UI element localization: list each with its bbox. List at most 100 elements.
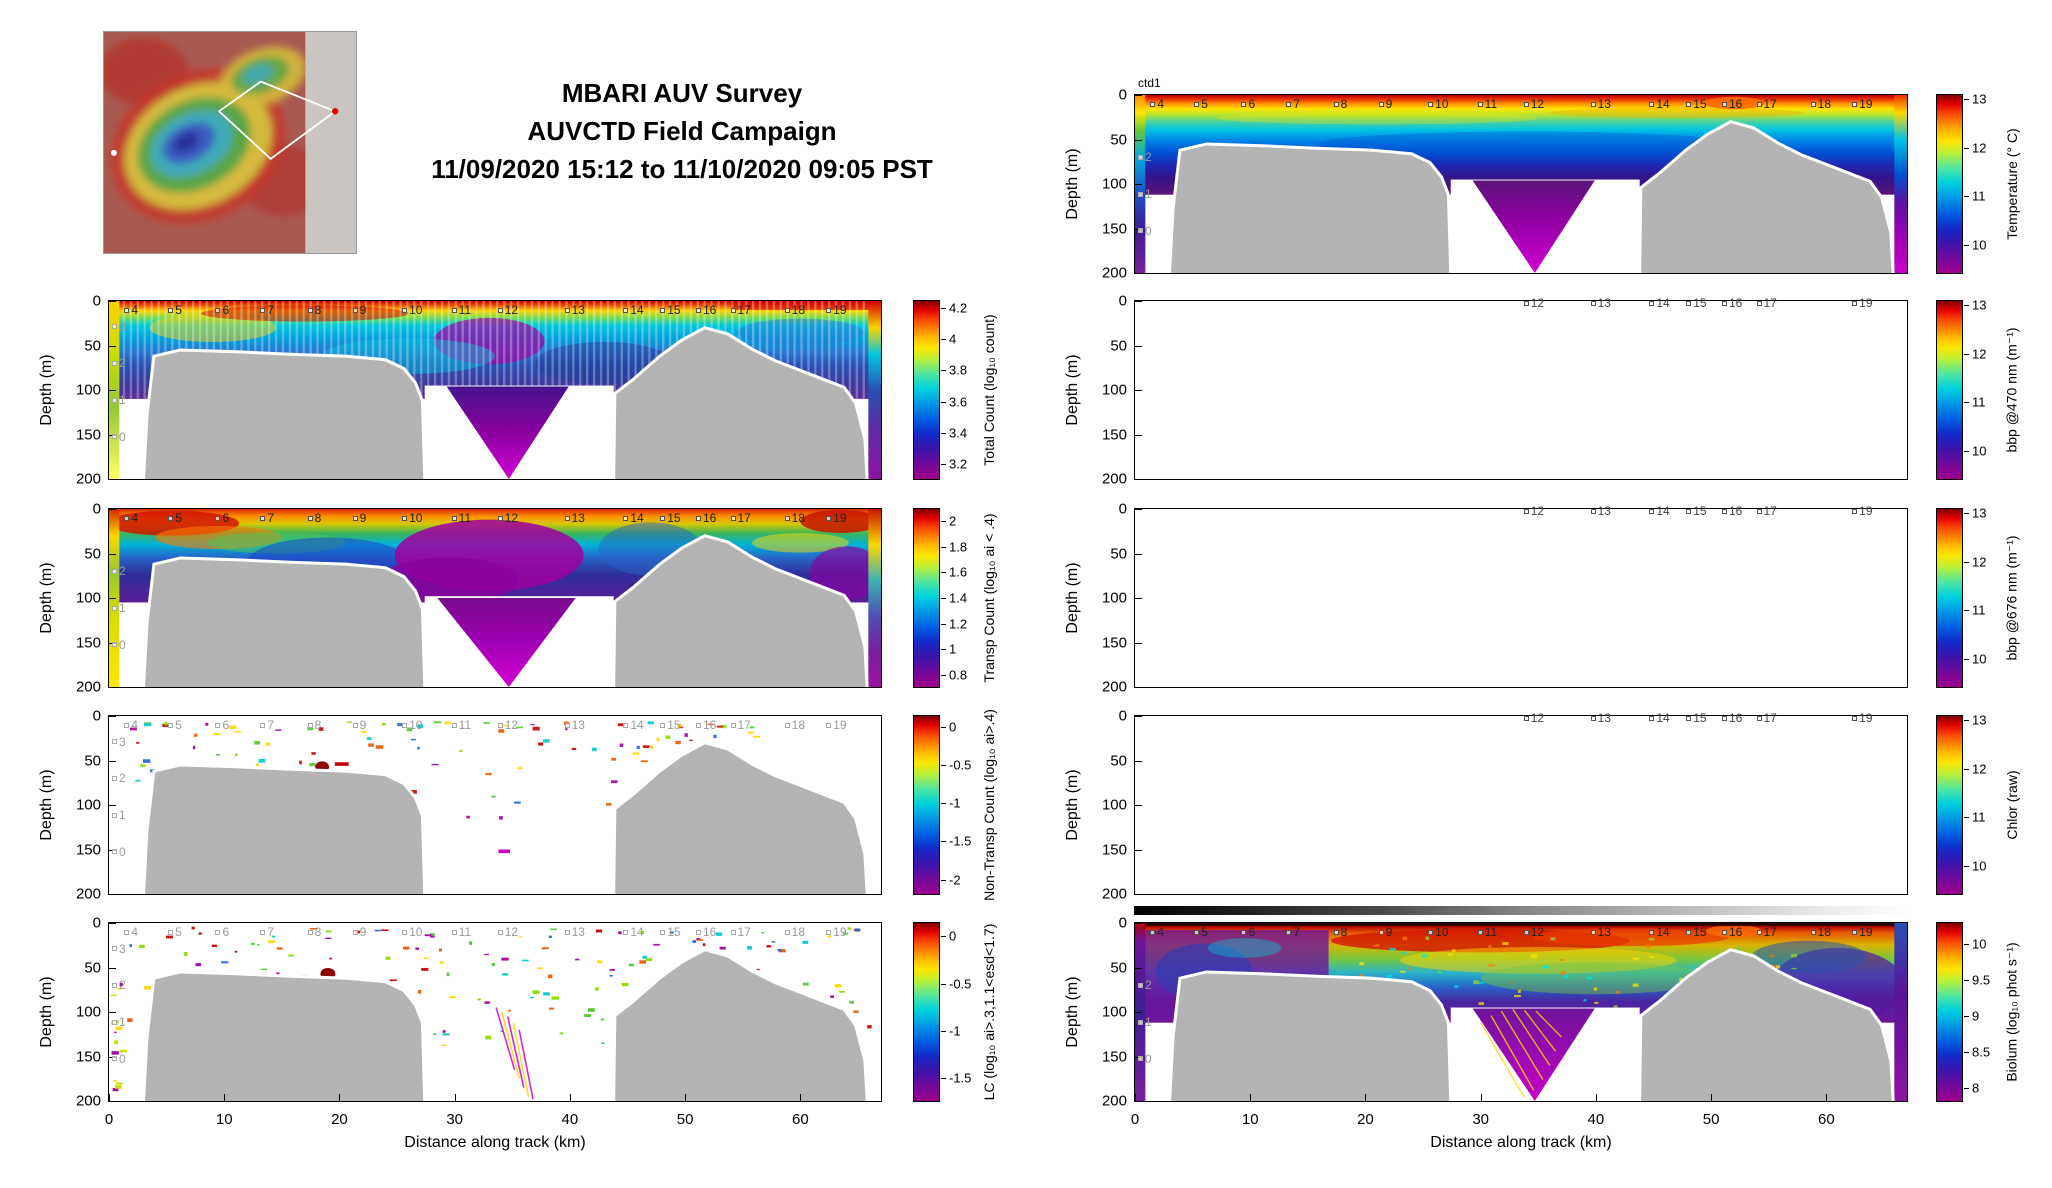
waypoint-square-icon — [826, 929, 832, 935]
waypoint-square-icon — [1523, 508, 1529, 514]
waypoint-square-icon — [695, 307, 701, 313]
waypoint-square-icon — [660, 307, 666, 313]
waypoint-marker: 6 — [1241, 98, 1255, 110]
y-tick-mark — [1135, 390, 1142, 391]
waypoint-marker: 13 — [1590, 712, 1611, 724]
waypoint-square-icon — [784, 307, 790, 313]
waypoint-marker: 16 — [695, 512, 716, 524]
y-tick-label: 100 — [1101, 1003, 1127, 1021]
waypoint-square-icon — [112, 434, 117, 440]
waypoint-label: 8 — [314, 925, 322, 939]
waypoint-square-icon — [168, 515, 174, 521]
waypoint-marker: 17 — [1756, 926, 1777, 938]
x-tick-label: 20 — [1357, 1111, 1374, 1128]
waypoint-marker: 12 — [497, 926, 518, 938]
y-tick-mark — [1135, 849, 1142, 851]
colorbar-tick-mark — [941, 623, 946, 625]
waypoint-square-icon — [112, 1056, 117, 1062]
colorbar-label: Biolum (log₁₀ phot s⁻¹) — [2003, 942, 2020, 1082]
waypoint-square-icon — [402, 307, 408, 313]
colorbar-tick-label: 8 — [1972, 1080, 1980, 1096]
waypoint-square-icon — [497, 929, 503, 935]
y-tick-label: 100 — [1101, 381, 1127, 399]
waypoint-label: 14 — [1656, 925, 1670, 939]
profile-waypoint-marker: 2 — [112, 772, 126, 784]
waypoint-marker: 13 — [1590, 505, 1611, 517]
y-tick-mark — [109, 301, 116, 302]
colorbar-tick-mark — [941, 307, 946, 309]
waypoint-square-icon — [451, 722, 457, 728]
waypoint-marker: 18 — [784, 926, 805, 938]
waypoint-label: 4 — [1157, 97, 1165, 111]
colorbar-tick-label: -1.5 — [949, 1070, 972, 1086]
y-tick-label: 200 — [1101, 885, 1127, 903]
colorbar-tick-label: 1.4 — [949, 590, 968, 606]
y-axis-label: Depth (m) — [1064, 354, 1081, 426]
waypoint-square-icon — [564, 515, 570, 521]
y-tick-label: 200 — [75, 678, 101, 696]
waypoint-marker: 13 — [564, 303, 585, 317]
waypoint-label: 12 — [1530, 296, 1545, 310]
waypoint-label: 19 — [1859, 97, 1873, 111]
y-tick-mark — [109, 509, 116, 510]
waypoint-label: 8 — [1340, 97, 1348, 111]
x-axis-label: Distance along track (km) — [1430, 1134, 1612, 1151]
y-axis-label: Depth (m) — [1064, 976, 1081, 1048]
waypoint-marker: 19 — [1852, 297, 1873, 309]
waypoint-label: 4 — [1157, 925, 1165, 939]
colorbar-tick-mark — [1964, 658, 1969, 660]
waypoint-square-icon — [1241, 929, 1247, 935]
waypoint-square-icon — [1590, 101, 1596, 107]
y-tick-label: 50 — [1110, 959, 1127, 976]
waypoint-marker: 15 — [1686, 505, 1707, 517]
waypoint-label: 1 — [1145, 1015, 1152, 1030]
waypoint-marker: 12 — [1523, 712, 1544, 724]
colorbar-tick-label: 11 — [1972, 602, 1986, 618]
colorbar-tick-label: 13 — [1972, 505, 1987, 521]
colorbar-tick-mark — [941, 401, 946, 403]
title-line-3: 11/09/2020 15:12 to 11/10/2020 09:05 PST — [431, 154, 933, 184]
waypoint-label: 13 — [571, 303, 585, 317]
colorbar-tick-mark — [1964, 943, 1969, 945]
waypoint-square-icon — [112, 568, 117, 574]
waypoint-label: 2 — [1145, 150, 1152, 165]
colorbar-tick-label: -0.5 — [949, 976, 972, 992]
waypoint-square-icon — [112, 397, 117, 403]
colorbar-tick-mark — [1964, 244, 1969, 246]
y-axis-label: Depth (m) — [1064, 769, 1081, 841]
waypoint-label: 2 — [119, 356, 126, 371]
waypoint-marker: 13 — [564, 512, 585, 524]
waypoint-marker: 16 — [695, 926, 716, 938]
x-tick-mark — [1711, 1094, 1713, 1101]
waypoint-square-icon — [112, 946, 117, 952]
waypoint-marker: 15 — [1686, 97, 1707, 111]
waypoint-marker: 14 — [623, 512, 644, 524]
waypoint-marker: 19 — [826, 512, 847, 524]
waypoint-label: 19 — [1859, 925, 1873, 939]
colorbar-tick-label: 10 — [1972, 858, 1987, 874]
y-tick-mark — [1135, 301, 1142, 302]
waypoint-marker: 4 — [124, 304, 138, 316]
y-tick-label: 50 — [1110, 545, 1127, 562]
waypoint-label: 5 — [175, 511, 182, 525]
profile-waypoint-marker: 2 — [1138, 979, 1152, 991]
profile-waypoint-marker: 0 — [112, 639, 126, 651]
x-tick-mark — [339, 1094, 341, 1101]
waypoint-marker: 18 — [784, 512, 805, 524]
waypoint-square-icon — [826, 307, 832, 313]
y-tick-mark — [1135, 967, 1142, 969]
waypoint-label: 16 — [1728, 711, 1743, 725]
waypoint-square-icon — [112, 1019, 117, 1025]
profile-waypoint-marker: 0 — [112, 1053, 126, 1065]
y-tick-label: 50 — [84, 337, 101, 354]
waypoint-square-icon — [451, 929, 457, 935]
waypoint-square-icon — [1810, 101, 1816, 107]
waypoint-square-icon — [1523, 300, 1529, 306]
waypoint-label: 13 — [1597, 296, 1611, 310]
waypoint-label: 8 — [1340, 925, 1348, 939]
waypoint-marker: 12 — [497, 304, 518, 316]
waypoint-square-icon — [1150, 929, 1156, 935]
y-tick-label: 0 — [92, 292, 101, 310]
profile-waypoint-marker: 2 — [112, 565, 126, 577]
waypoint-label: 15 — [1693, 97, 1707, 111]
